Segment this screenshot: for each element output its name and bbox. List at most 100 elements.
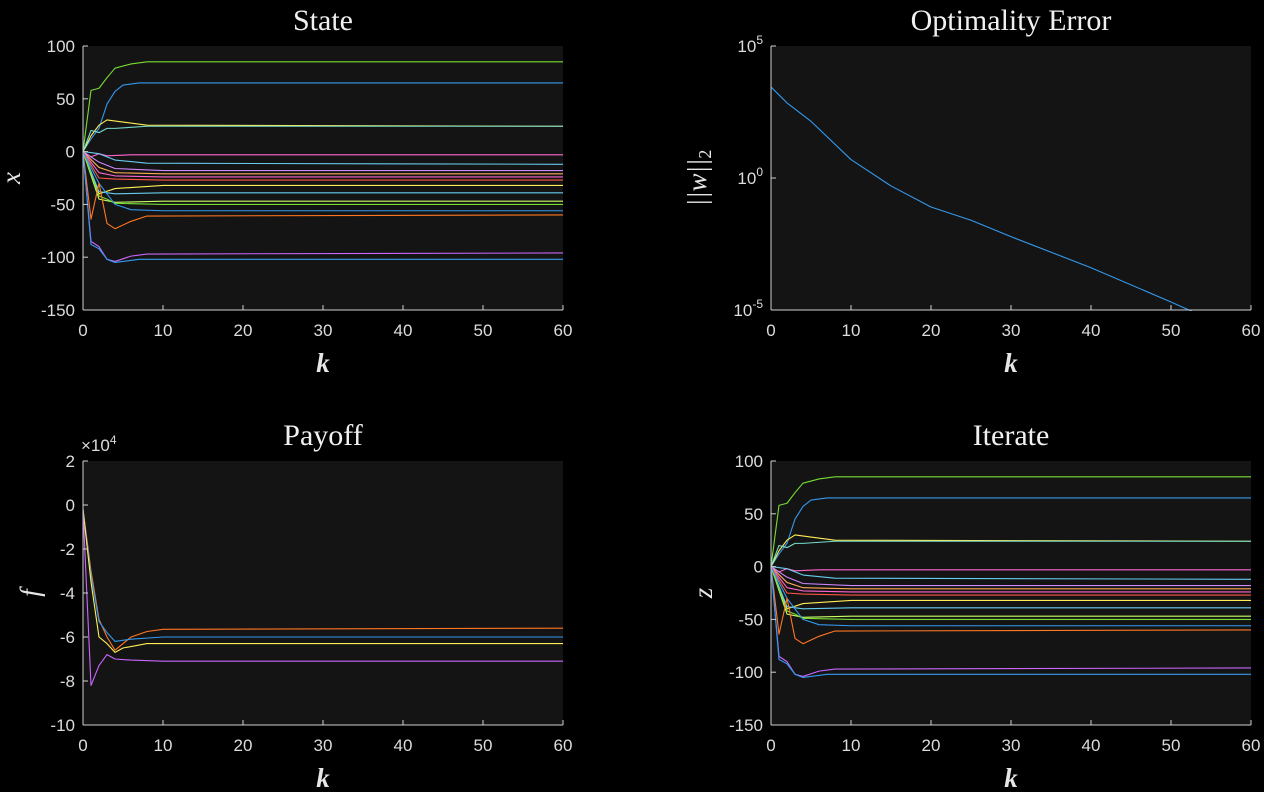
state-chart: 0 10 20 30 40 50 60 100 50 0 -50 -100 -150 State k x: [0, 4, 572, 378]
payoff-axis-multiplier: ×104: [81, 433, 117, 455]
payoff-x-axis-label: k: [316, 763, 330, 792]
iterate-title: Iterate: [973, 419, 1050, 452]
iterate-x-tick-label: 50: [1162, 736, 1181, 755]
state-y-tick-label: -50: [50, 195, 75, 214]
iterate-series-line-9: [771, 566, 1251, 593]
payoff-series-line-4: [83, 509, 563, 686]
state-series-group: [83, 61, 564, 264]
state-series-line-2: [83, 82, 563, 152]
payoff-x-tick-label: 10: [154, 736, 173, 755]
payoff-y-tick-label: -10: [50, 716, 75, 735]
state-x-tick-label: 60: [554, 321, 573, 340]
iterate-x-tick-label: 20: [922, 736, 941, 755]
iterate-series-line-1: [771, 476, 1251, 567]
iterate-series-line-15: [771, 566, 1251, 627]
state-series-line-1: [83, 61, 563, 152]
state-series-line-6: [83, 151, 564, 165]
payoff-series-line-2: [83, 509, 563, 642]
iterate-series-line-6: [771, 566, 1252, 580]
state-series-line-8: [83, 151, 563, 175]
state-y-tick-label: 50: [56, 90, 75, 109]
payoff-x-tick-label: 40: [394, 736, 413, 755]
optimality-error-x-tick-label: 20: [922, 321, 941, 340]
payoff-x-tick-label: 50: [474, 736, 493, 755]
iterate-x-tick-label: 60: [1242, 736, 1261, 755]
state-series-line-12: [83, 151, 563, 195]
payoff-series-line-1: [83, 509, 564, 651]
payoff-x-tick-label: 0: [78, 736, 87, 755]
iterate-x-axis-label: k: [1004, 763, 1018, 792]
state-x-tick-label: 20: [234, 321, 253, 340]
state-title: State: [293, 4, 353, 37]
optimality-error-y-tick-label: 105: [737, 33, 763, 56]
payoff-y-tick-label: -6: [60, 628, 75, 647]
iterate-series-line-12: [771, 566, 1251, 610]
iterate-series-line-7: [771, 566, 1251, 587]
state-x-tick-label: 40: [394, 321, 413, 340]
optimality-error-series-group: [771, 86, 1193, 311]
state-series-line-13: [83, 151, 563, 203]
optimality-error-plot-area: [771, 46, 1251, 310]
state-plot-area: [83, 46, 563, 310]
state-series-line-9: [83, 151, 563, 178]
optimality-error-x-tick-label: 30: [1002, 321, 1021, 340]
iterate-chart: 0 10 20 30 40 50 60 100 50 0 -50 -100 -150 Iterate k z: [688, 419, 1260, 792]
state-series-line-18: [83, 151, 563, 264]
optimality-error-y-axis-label: ||w||2: [682, 150, 715, 207]
optimality-error-chart: 0 10 20 30 40 50 60 105 100 10-5 Optimality Error k…: [682, 4, 1260, 378]
state-series-line-4: [83, 125, 563, 152]
payoff-y-tick-label: 0: [66, 496, 75, 515]
optimality-error-title: Optimality Error: [911, 4, 1112, 37]
iterate-series-line-16: [771, 566, 1252, 645]
iterate-y-axis-label: z: [688, 587, 718, 599]
iterate-x-tick-label: 40: [1082, 736, 1101, 755]
payoff-series-group: [83, 509, 564, 686]
payoff-x-tick-label: 20: [234, 736, 253, 755]
optimality-error-x-tick-label: 0: [766, 321, 775, 340]
state-x-tick-label: 50: [474, 321, 493, 340]
optimality-error-x-tick-label: 10: [842, 321, 861, 340]
optimality-error-y-tick-label: 10-5: [733, 297, 763, 320]
state-y-tick-label: 100: [47, 37, 75, 56]
state-series-line-16: [83, 151, 564, 230]
payoff-y-tick-label: -4: [60, 584, 75, 603]
payoff-x-tick-label: 30: [314, 736, 333, 755]
optimality-error-x-tick-label: 40: [1082, 321, 1101, 340]
payoff-x-tick-label: 60: [554, 736, 573, 755]
state-series-line-3: [83, 119, 564, 152]
payoff-title: Payoff: [283, 419, 362, 452]
iterate-y-tick-label: 0: [754, 558, 763, 577]
iterate-series-group: [771, 476, 1252, 679]
iterate-y-tick-label: -50: [738, 610, 763, 629]
payoff-y-tick-label: -8: [60, 672, 75, 691]
payoff-y-tick-label: -2: [60, 540, 75, 559]
optimality-error-x-tick-label: 60: [1242, 321, 1261, 340]
optimality-error-series-line-1: [771, 86, 1193, 311]
iterate-series-line-18: [771, 566, 1251, 679]
payoff-series-line-3: [83, 509, 563, 653]
state-x-tick-label: 0: [78, 321, 87, 340]
optimality-error-x-tick-label: 50: [1162, 321, 1181, 340]
state-y-tick-label: -100: [41, 248, 75, 267]
payoff-y-tick-label: 2: [66, 452, 75, 471]
iterate-x-tick-label: 10: [842, 736, 861, 755]
iterate-series-line-8: [771, 566, 1251, 590]
state-y-tick-label: 0: [66, 143, 75, 162]
iterate-series-line-14: [771, 566, 1251, 620]
iterate-y-tick-label: 100: [735, 452, 763, 471]
iterate-series-line-3: [771, 534, 1252, 567]
iterate-plot-area: [771, 461, 1251, 725]
iterate-y-tick-label: -150: [729, 716, 763, 735]
iterate-y-tick-label: 50: [744, 505, 763, 524]
iterate-x-tick-label: 0: [766, 736, 775, 755]
state-series-line-15: [83, 151, 563, 212]
state-y-tick-label: -150: [41, 301, 75, 320]
iterate-series-line-13: [771, 566, 1251, 618]
optimality-error-x-axis-label: k: [1004, 348, 1018, 378]
payoff-y-axis-label: f: [15, 586, 45, 597]
state-series-line-10: [83, 151, 563, 181]
state-series-line-7: [83, 151, 563, 172]
iterate-y-tick-label: -100: [729, 663, 763, 682]
